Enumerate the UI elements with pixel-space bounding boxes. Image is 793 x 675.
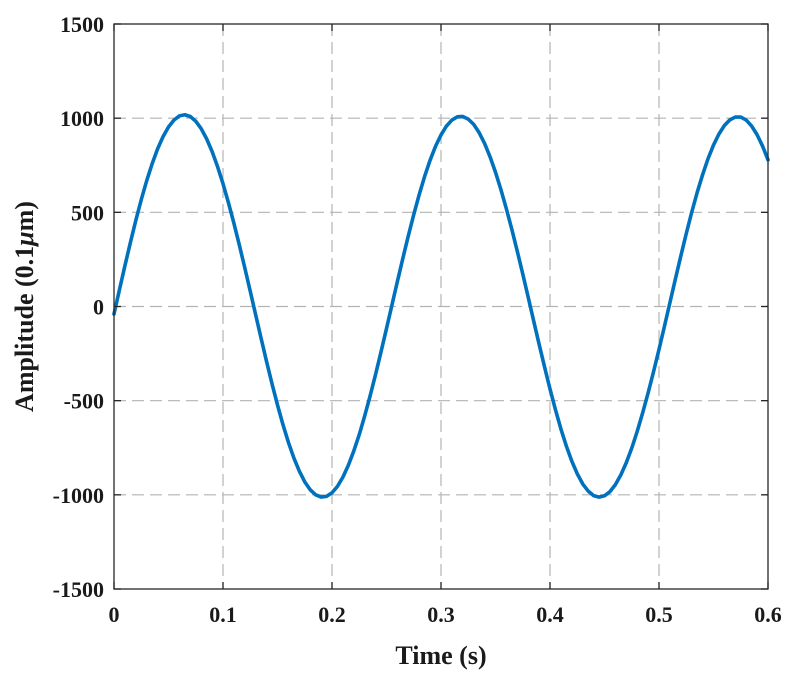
x-tick-label: 0.5 xyxy=(645,602,673,627)
series-line xyxy=(112,112,770,499)
y-tick-label: -1500 xyxy=(53,577,104,602)
x-tick-label: 0 xyxy=(109,602,120,627)
y-tick-labels: -1500 -1000 -500 0 500 1000 1500 xyxy=(53,12,104,602)
y-tick-label: 0 xyxy=(93,295,104,320)
axis-ticks xyxy=(113,23,769,590)
x-tick-label: 0.3 xyxy=(427,602,455,627)
y-axis-label-prefix: Amplitude (0.1 xyxy=(10,246,39,412)
x-tick-label: 0.4 xyxy=(536,602,564,627)
x-tick-label: 0.6 xyxy=(754,602,782,627)
y-tick-label: 1500 xyxy=(60,12,104,37)
x-tick-label: 0.1 xyxy=(209,602,237,627)
y-tick-label: -1000 xyxy=(53,483,104,508)
y-axis-label-unit-symbol: μ xyxy=(10,231,39,247)
y-tick-label: 1000 xyxy=(60,106,104,131)
y-axis-label: Amplitude (0.1μm) xyxy=(10,201,39,412)
y-tick-label: 500 xyxy=(71,200,104,225)
x-tick-label: 0.2 xyxy=(318,602,346,627)
y-tick-label: -500 xyxy=(64,389,104,414)
x-tick-labels: 0 0.1 0.2 0.3 0.4 0.5 0.6 xyxy=(109,602,782,627)
x-axis-label: Time (s) xyxy=(395,641,486,670)
series-group xyxy=(112,112,770,499)
y-axis-label-suffix: m) xyxy=(10,201,39,231)
